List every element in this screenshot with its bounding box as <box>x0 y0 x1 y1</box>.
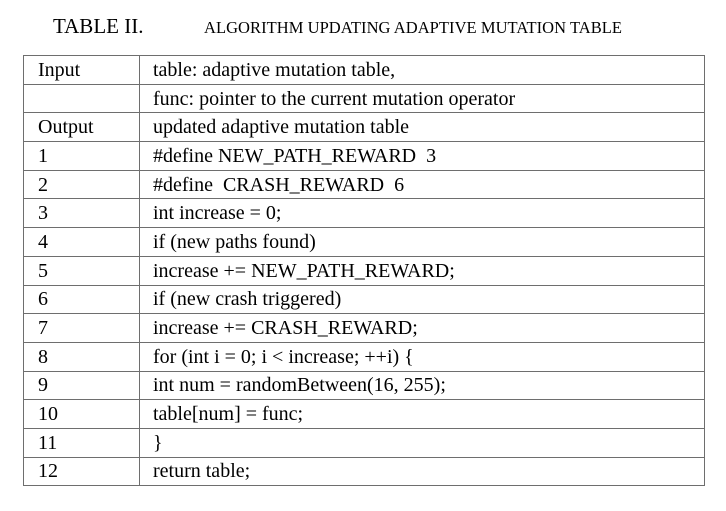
line-number: 11 <box>23 427 140 458</box>
line-number: 3 <box>23 198 140 229</box>
code-line: int num = randomBetween(16, 255); <box>139 370 705 401</box>
line-number: 9 <box>23 370 140 401</box>
line-number: 5 <box>23 255 140 286</box>
code-line: increase += CRASH_REWARD; <box>139 313 705 343</box>
table-row: func: pointer to the current mutation op… <box>23 83 705 114</box>
table-title: ALGORITHM UPDATING ADAPTIVE MUTATION TAB… <box>204 18 623 37</box>
table-row: 5 increase += NEW_PATH_REWARD; <box>23 255 705 286</box>
row-label <box>23 83 140 114</box>
table-row: 12 return table; <box>23 456 705 487</box>
code-line: return table; <box>139 456 705 487</box>
row-label: Input <box>23 55 140 85</box>
table-row: Output updated adaptive mutation table <box>23 112 705 143</box>
table-row: 9 int num = randomBetween(16, 255); <box>23 370 705 401</box>
table-row: 8 for (int i = 0; i < increase; ++i) { <box>23 341 705 372</box>
table-row: 10 table[num] = func; <box>23 399 705 429</box>
table-row: 1 #define NEW_PATH_REWARD 3 <box>23 141 705 171</box>
line-number: 12 <box>23 456 140 487</box>
algorithm-table: Input table: adaptive mutation table, fu… <box>23 55 705 487</box>
code-line: table[num] = func; <box>139 399 705 429</box>
table-number: TABLE II. <box>53 14 144 38</box>
line-number: 4 <box>23 227 140 257</box>
line-number: 10 <box>23 399 140 429</box>
row-label: Output <box>23 112 140 143</box>
line-number: 1 <box>23 141 140 171</box>
row-content: func: pointer to the current mutation op… <box>139 83 705 114</box>
code-line: #define NEW_PATH_REWARD 3 <box>139 141 705 171</box>
table-row: 4 if (new paths found) <box>23 227 705 257</box>
line-number: 7 <box>23 313 140 343</box>
row-content: table: adaptive mutation table, <box>139 55 705 85</box>
code-line: if (new crash triggered) <box>139 284 705 315</box>
code-line: if (new paths found) <box>139 227 705 257</box>
row-content: updated adaptive mutation table <box>139 112 705 143</box>
code-line: #define CRASH_REWARD 6 <box>139 169 705 200</box>
code-line: } <box>139 427 705 458</box>
table-row: 6 if (new crash triggered) <box>23 284 705 315</box>
line-number: 8 <box>23 341 140 372</box>
table-row: 3 int increase = 0; <box>23 198 705 229</box>
table-row: Input table: adaptive mutation table, <box>23 55 705 85</box>
table-caption: TABLE II. ALGORITHM UPDATING ADAPTIVE MU… <box>0 12 726 42</box>
line-number: 6 <box>23 284 140 315</box>
table-row: 11 } <box>23 427 705 458</box>
line-number: 2 <box>23 169 140 200</box>
table-row: 2 #define CRASH_REWARD 6 <box>23 169 705 200</box>
code-line: int increase = 0; <box>139 198 705 229</box>
code-line: for (int i = 0; i < increase; ++i) { <box>139 341 705 372</box>
table-row: 7 increase += CRASH_REWARD; <box>23 313 705 343</box>
code-line: increase += NEW_PATH_REWARD; <box>139 255 705 286</box>
